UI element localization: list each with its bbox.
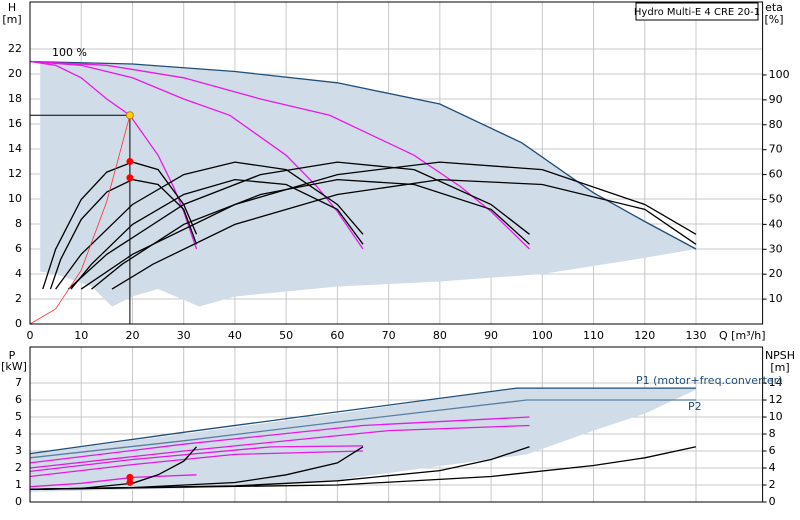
y2-axis-unit: [m] xyxy=(770,361,789,374)
x-tick-label: 0 xyxy=(27,329,34,342)
curve xyxy=(91,178,530,290)
y-axis-label: P xyxy=(9,349,16,362)
operating-point xyxy=(126,174,134,182)
y-tick-label: 18 xyxy=(8,92,22,105)
y2-tick-label: 90 xyxy=(769,93,783,106)
operating-range xyxy=(30,388,696,492)
curve xyxy=(29,445,364,473)
y2-tick-label: 100 xyxy=(769,68,790,81)
y-tick-label: 1 xyxy=(15,478,22,491)
curve xyxy=(29,115,131,325)
x-tick-label: 10 xyxy=(74,329,88,342)
x-tick-label: 20 xyxy=(125,329,139,342)
x-tick-label: 120 xyxy=(634,329,655,342)
operating-range xyxy=(40,61,696,307)
y2-axis-label: NPSH xyxy=(765,349,795,362)
curve xyxy=(55,161,364,290)
y-tick-label: 12 xyxy=(8,167,22,180)
curve xyxy=(42,161,198,290)
y-tick-label: 4 xyxy=(15,427,22,440)
y2-tick-label: 8 xyxy=(769,427,776,440)
x-tick-label: 100 xyxy=(532,329,553,342)
curve xyxy=(29,60,697,250)
operating-point xyxy=(125,111,134,120)
curve xyxy=(80,161,697,290)
y2-tick-label: 10 xyxy=(769,292,783,305)
annotation: 100 % xyxy=(52,46,87,59)
x-tick-label: 130 xyxy=(686,329,707,342)
y2-tick-label: 20 xyxy=(769,267,783,280)
y-tick-label: 6 xyxy=(15,393,22,406)
x-tick-label: 60 xyxy=(330,329,344,342)
x-tick-label: 40 xyxy=(228,329,242,342)
plot-frame xyxy=(29,1,764,325)
curve xyxy=(70,178,364,290)
y-axis-unit: [m] xyxy=(2,13,21,26)
y2-tick-label: 4 xyxy=(769,461,776,474)
title-box xyxy=(635,2,759,21)
annotation: P1 (motor+freq.converter) xyxy=(636,374,783,387)
y-tick-label: 20 xyxy=(8,67,22,80)
curve xyxy=(29,474,197,488)
y-tick-label: 10 xyxy=(8,192,22,205)
y2-tick-label: 50 xyxy=(769,192,783,205)
y2-tick-label: 10 xyxy=(769,410,783,423)
y-tick-label: 5 xyxy=(15,410,22,423)
x-axis-label: Q [m³/h] xyxy=(719,329,766,342)
y2-tick-label: 70 xyxy=(769,143,783,156)
curve xyxy=(29,60,364,250)
y-tick-label: 16 xyxy=(8,117,22,130)
x-tick-label: 70 xyxy=(382,329,396,342)
curve xyxy=(29,60,530,250)
x-tick-label: 110 xyxy=(583,329,604,342)
y2-axis-label: eta xyxy=(765,1,783,14)
x-tick-label: 90 xyxy=(484,329,498,342)
annotation: P2 xyxy=(688,400,702,413)
x-tick-label: 80 xyxy=(433,329,447,342)
y-tick-label: 4 xyxy=(15,267,22,280)
y-tick-label: 3 xyxy=(15,444,22,457)
chart-title: Hydro Multi-E 4 CRE 20-1 xyxy=(634,7,760,18)
x-tick-label: 50 xyxy=(279,329,293,342)
operating-point xyxy=(126,158,134,165)
curve xyxy=(29,446,697,490)
y-axis-label: H xyxy=(8,1,16,14)
y-tick-label: 0 xyxy=(15,495,22,508)
curve xyxy=(29,424,530,469)
y-tick-label: 2 xyxy=(15,461,22,474)
curve xyxy=(29,416,530,464)
plot-frame xyxy=(29,346,764,503)
curve xyxy=(111,178,697,290)
curve xyxy=(29,450,364,478)
curve xyxy=(49,178,198,290)
y2-tick-label: 80 xyxy=(769,118,783,131)
y2-tick-label: 40 xyxy=(769,217,783,230)
y2-tick-label: 0 xyxy=(769,495,776,508)
y2-axis-unit: [%] xyxy=(764,13,783,26)
y2-tick-label: 60 xyxy=(769,168,783,181)
y2-tick-label: 30 xyxy=(769,242,783,255)
y2-tick-label: 14 xyxy=(769,376,783,389)
y-tick-label: 14 xyxy=(8,142,22,155)
y-tick-label: 0 xyxy=(15,317,22,330)
y2-tick-label: 12 xyxy=(769,393,783,406)
curve xyxy=(29,387,696,455)
x-tick-label: 30 xyxy=(177,329,191,342)
y-axis-unit: [kW] xyxy=(1,360,27,373)
operating-point xyxy=(126,478,134,486)
y2-tick-label: 6 xyxy=(769,444,776,457)
y-tick-label: 7 xyxy=(15,376,22,389)
curve xyxy=(29,399,696,459)
operating-point xyxy=(126,473,134,481)
y-tick-label: 8 xyxy=(15,217,22,230)
y-tick-label: 2 xyxy=(15,292,22,305)
y-tick-label: 22 xyxy=(8,42,22,55)
y-tick-label: 6 xyxy=(15,242,22,255)
curve xyxy=(67,161,530,290)
y2-tick-label: 2 xyxy=(769,478,776,491)
